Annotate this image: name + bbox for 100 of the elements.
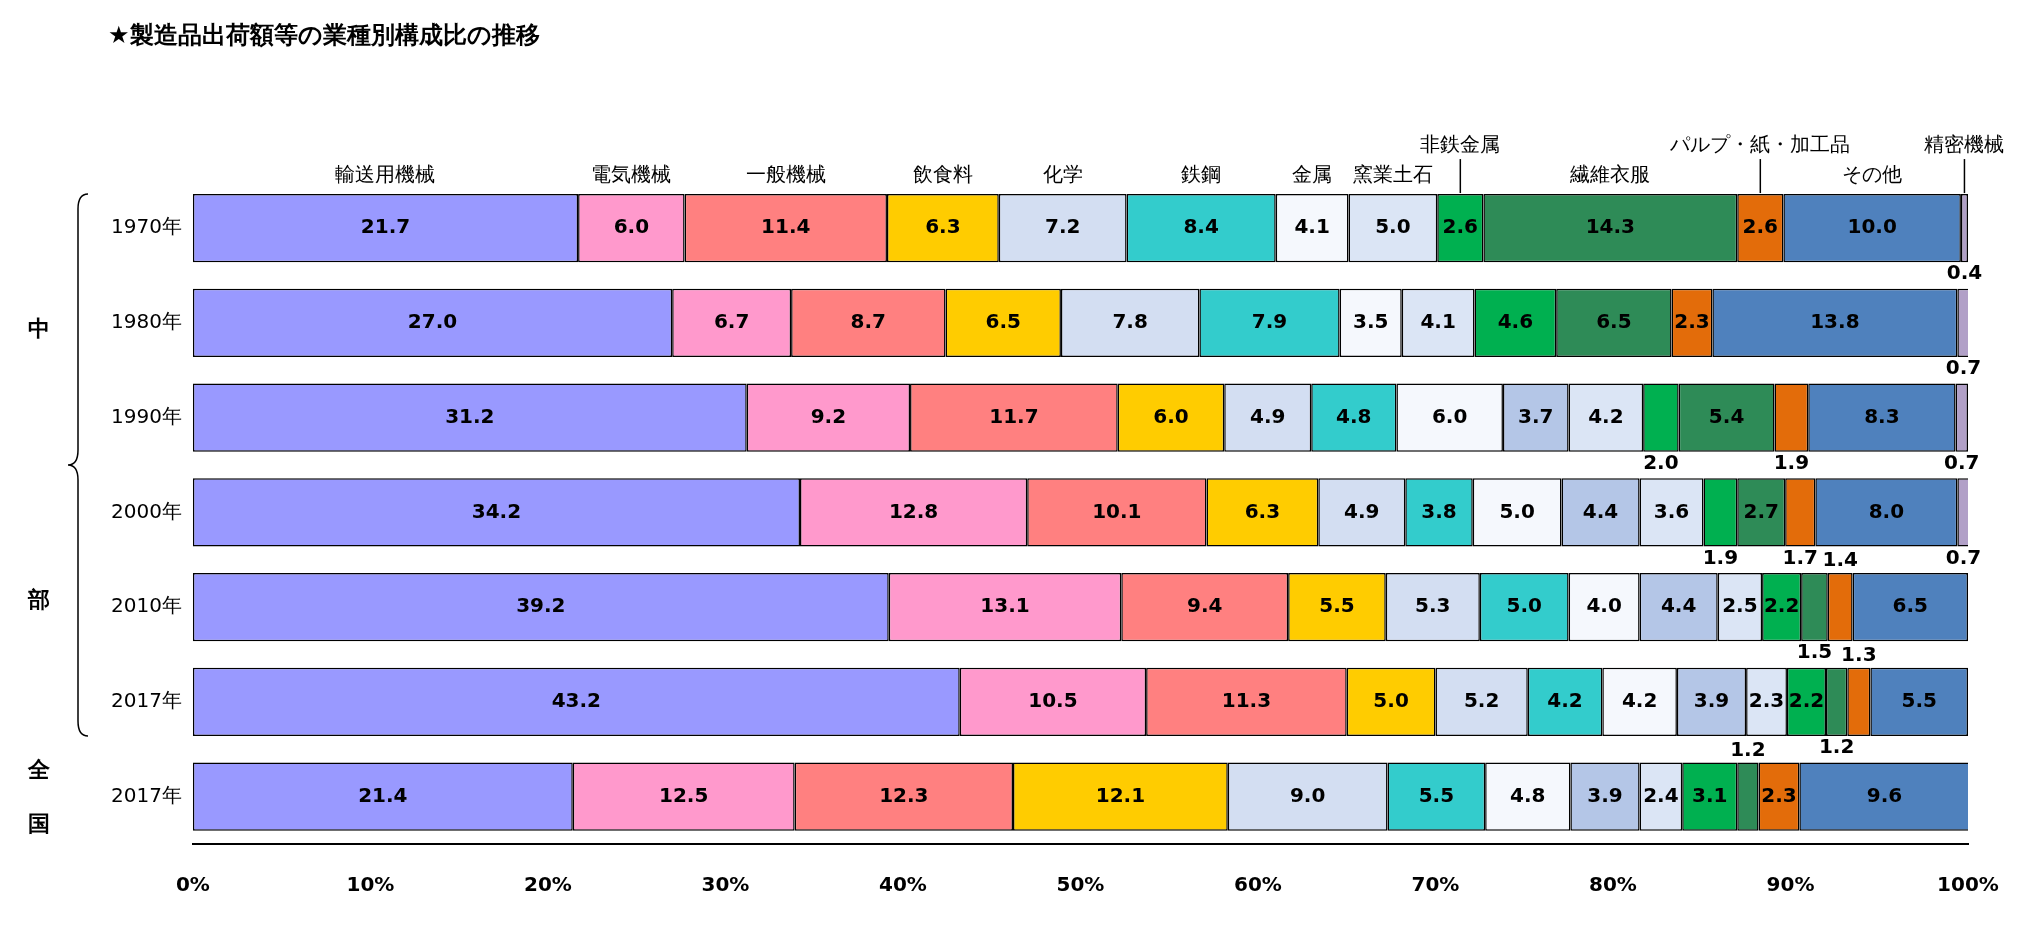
data-label: 3.9 — [1693, 688, 1730, 713]
data-label: 21.4 — [358, 782, 408, 807]
data-label: 4.2 — [1621, 688, 1658, 713]
data-label: 5.5 — [1418, 782, 1455, 807]
data-label: 6.5 — [1596, 309, 1632, 334]
data-label: 34.2 — [471, 498, 522, 523]
data-label: 2.5 — [1722, 593, 1758, 618]
x-tick-label: 60% — [1234, 872, 1282, 897]
x-tick-label: 70% — [1411, 872, 1460, 897]
data-label: 2.2 — [1763, 593, 1800, 618]
data-label: 1.4 — [1822, 547, 1858, 572]
data-label: 6.0 — [613, 214, 650, 239]
data-label: 12.5 — [659, 782, 709, 807]
data-label: 2.6 — [1742, 214, 1779, 239]
data-label: 1.5 — [1796, 639, 1833, 664]
data-label: 1.2 — [1818, 734, 1855, 759]
data-label: 12.8 — [888, 498, 939, 523]
data-label: 39.2 — [516, 593, 566, 618]
data-label: 4.4 — [1660, 593, 1697, 618]
data-label: 5.0 — [1506, 593, 1542, 618]
data-label: 2.3 — [1748, 688, 1785, 713]
data-label: 0.7 — [1945, 544, 1982, 569]
data-label: 6.3 — [1244, 498, 1281, 523]
series-label: 化学 — [1042, 162, 1083, 187]
x-tick-label: 10% — [346, 872, 395, 897]
data-label: 10.0 — [1847, 214, 1897, 239]
data-label: 21.7 — [360, 214, 411, 239]
text: 全国 — [28, 756, 50, 836]
series-label: 電気機械 — [591, 162, 672, 187]
data-label: 4.8 — [1510, 782, 1546, 807]
data-label: 5.3 — [1415, 593, 1451, 618]
data-label: 4.8 — [1336, 403, 1372, 428]
text: 中部 — [28, 316, 50, 613]
data-label: 5.0 — [1373, 688, 1409, 713]
x-tick-label: 20% — [523, 872, 572, 897]
data-label: 13.8 — [1810, 309, 1860, 334]
data-label: 4.1 — [1420, 309, 1456, 334]
data-label: 3.5 — [1352, 309, 1389, 334]
data-label: 8.0 — [1868, 498, 1905, 523]
data-label: 0.7 — [1944, 449, 1980, 474]
data-label: 9.2 — [810, 403, 847, 428]
x-tick-label: 90% — [1766, 872, 1815, 897]
series-label: 窯業土石 — [1352, 162, 1433, 187]
data-label: 31.2 — [445, 403, 495, 428]
data-label: 4.6 — [1497, 309, 1534, 334]
data-label: 4.4 — [1582, 498, 1619, 523]
data-label: 12.1 — [1095, 782, 1146, 807]
data-label: 6.3 — [925, 214, 961, 239]
x-tick-label: 80% — [1589, 872, 1637, 897]
data-label: 5.0 — [1499, 498, 1535, 523]
data-label: 5.4 — [1708, 403, 1745, 428]
data-label: 4.2 — [1547, 688, 1583, 713]
data-label: 0.7 — [1945, 355, 1982, 380]
data-label: 2.0 — [1643, 449, 1679, 474]
data-label: 3.8 — [1421, 498, 1457, 523]
data-label: 6.0 — [1431, 403, 1468, 428]
data-label: 4.9 — [1344, 498, 1380, 523]
y-tick-label: 2010年 — [110, 593, 182, 618]
data-label: 1.2 — [1730, 736, 1766, 761]
data-label: 11.7 — [989, 403, 1039, 428]
data-label: 3.7 — [1518, 403, 1554, 428]
data-label: 27.0 — [407, 309, 458, 334]
data-label: 5.2 — [1463, 688, 1500, 713]
series-label: 繊維衣服 — [1569, 162, 1651, 187]
data-label: 2.7 — [1743, 498, 1779, 523]
series-label: その他 — [1842, 162, 1903, 187]
data-label: 8.3 — [1864, 403, 1900, 428]
data-label: 3.9 — [1587, 782, 1623, 807]
data-label: 7.9 — [1251, 309, 1288, 334]
y-tick-label: 2000年 — [110, 498, 182, 523]
series-label: 一般機械 — [745, 162, 826, 187]
y-tick-label: 1980年 — [110, 309, 182, 334]
data-label: 1.9 — [1702, 544, 1739, 569]
data-label: 4.2 — [1588, 403, 1624, 428]
text: 非鉄金属 — [1420, 132, 1501, 157]
data-label: 9.6 — [1866, 782, 1903, 807]
data-label: 1.9 — [1773, 449, 1810, 474]
data-label: 11.3 — [1221, 688, 1272, 713]
data-label: 5.0 — [1375, 214, 1411, 239]
data-label: 5.5 — [1901, 688, 1937, 713]
y-tick-label: 2017年 — [110, 688, 182, 713]
data-label: 4.1 — [1294, 214, 1330, 239]
data-label: 4.0 — [1586, 593, 1622, 618]
data-label: 43.2 — [551, 688, 601, 713]
data-label: 6.5 — [985, 309, 1021, 334]
data-label: 6.5 — [1892, 593, 1929, 618]
data-label: 7.8 — [1112, 309, 1148, 334]
data-label: 12.3 — [879, 782, 929, 807]
data-label: 9.0 — [1289, 782, 1326, 807]
data-label: 8.4 — [1183, 214, 1219, 239]
chart-title: ★製造品出荷額等の業種別構成比の推移 — [108, 20, 540, 49]
data-label: 14.3 — [1585, 214, 1635, 239]
data-label: 3.6 — [1653, 498, 1690, 523]
x-tick-label: 30% — [701, 872, 750, 897]
series-label: 鉄鋼 — [1181, 162, 1222, 187]
y-tick-label: 2017年 — [110, 782, 182, 807]
data-label: 2.6 — [1442, 214, 1479, 239]
text: パルプ・紙・加工品 — [1669, 132, 1851, 157]
data-label: 6.7 — [713, 309, 750, 334]
y-tick-label: 1990年 — [110, 403, 182, 428]
